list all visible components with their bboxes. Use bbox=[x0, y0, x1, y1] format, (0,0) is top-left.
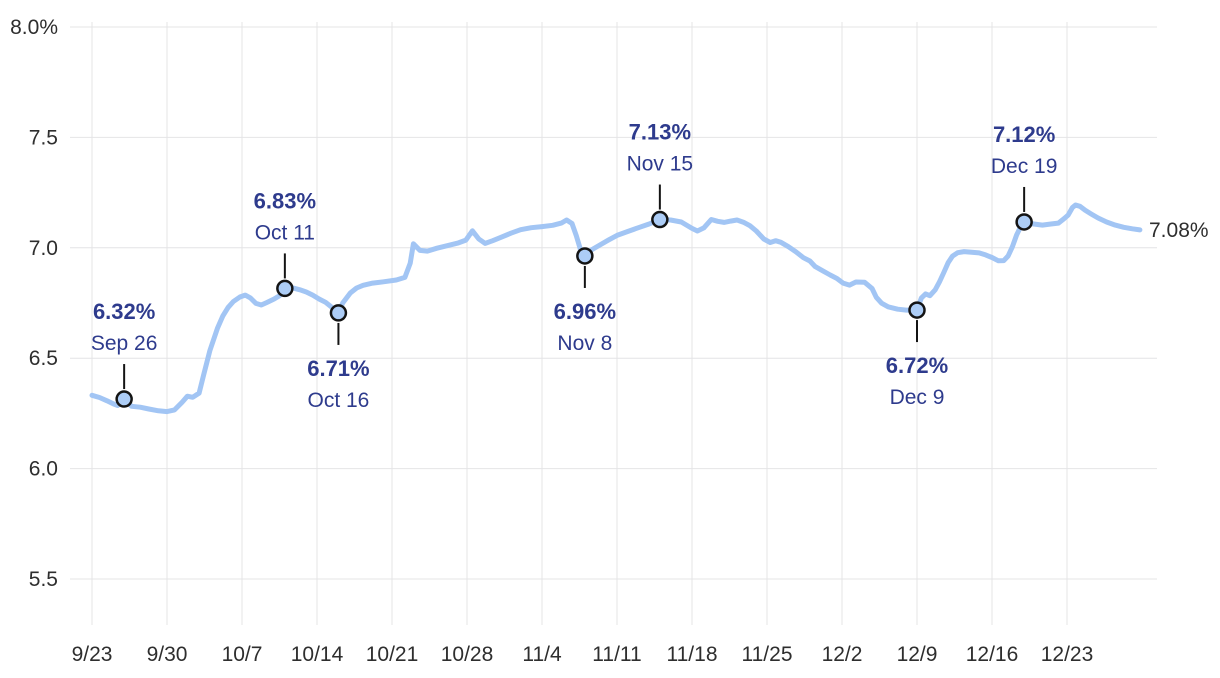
annotation-date: Nov 15 bbox=[627, 153, 694, 176]
annotation-value: 6.96% bbox=[554, 299, 616, 324]
data-point-marker[interactable] bbox=[908, 301, 926, 319]
annotation-date: Oct 16 bbox=[307, 389, 369, 412]
y-tick-label: 7.0 bbox=[29, 237, 58, 260]
annotation-date: Sep 26 bbox=[91, 332, 158, 355]
annotation-oct-16: 6.71% Oct 16 bbox=[307, 304, 370, 412]
x-tick-label: 11/18 bbox=[667, 643, 718, 666]
annotation-value: 6.72% bbox=[886, 353, 948, 378]
annotation-date: Dec 19 bbox=[991, 155, 1058, 178]
x-tick-label: 10/14 bbox=[291, 643, 344, 666]
y-tick-label: 5.5 bbox=[29, 568, 58, 591]
x-tick-label: 9/23 bbox=[72, 643, 113, 666]
annotation-value: 6.71% bbox=[307, 356, 369, 381]
data-point-marker[interactable] bbox=[276, 279, 294, 298]
rate-line bbox=[89, 202, 1143, 415]
y-tick-label: 6.0 bbox=[29, 458, 58, 481]
y-tick-label: 8.0% bbox=[10, 16, 58, 39]
x-tick-label: 12/9 bbox=[897, 643, 938, 666]
rate-line-series bbox=[89, 202, 1143, 415]
annotation-value: 6.32% bbox=[93, 299, 155, 324]
x-tick-label: 10/28 bbox=[441, 643, 494, 666]
annotation-date: Nov 8 bbox=[557, 332, 612, 355]
x-tick-label: 10/21 bbox=[366, 643, 419, 666]
x-tick-label: 11/11 bbox=[592, 643, 641, 666]
annotation-dec-19: 7.12% Dec 19 bbox=[991, 122, 1058, 231]
y-tick-label: 6.5 bbox=[29, 347, 58, 370]
annotation-nov-8: 6.96% Nov 8 bbox=[554, 247, 616, 355]
data-point-marker[interactable] bbox=[115, 390, 133, 408]
annotation-value: 7.12% bbox=[993, 122, 1055, 147]
x-tick-label: 11/25 bbox=[742, 643, 793, 666]
annotation-date: Oct 11 bbox=[255, 221, 315, 244]
x-tick-label: 12/16 bbox=[966, 643, 1019, 666]
annotation-oct-11: 6.83% Oct 11 bbox=[254, 188, 316, 298]
data-point-marker[interactable] bbox=[1015, 213, 1033, 231]
annotation-value: 6.83% bbox=[254, 188, 316, 213]
annotation-nov-15: 7.13% Nov 15 bbox=[627, 120, 694, 229]
gridlines bbox=[70, 22, 1157, 625]
data-point-marker[interactable] bbox=[576, 247, 594, 265]
y-tick-label: 7.5 bbox=[29, 126, 58, 149]
x-tick-label: 10/7 bbox=[222, 643, 263, 666]
x-tick-label: 11/4 bbox=[522, 643, 562, 666]
annotation-date: Dec 9 bbox=[890, 386, 945, 409]
x-tick-label: 12/2 bbox=[822, 643, 863, 666]
annotation-value: 7.13% bbox=[629, 120, 691, 145]
annotation-dec-9: 6.72% Dec 9 bbox=[886, 301, 948, 409]
axis-labels: 9/23 9/30 10/7 10/14 10/21 10/28 11/4 11/11 11/1… bbox=[10, 16, 1093, 666]
x-tick-label: 9/30 bbox=[147, 643, 188, 666]
annotations: 6.32% Sep 26 6.83% Oct 11 6.71% Oct 16 6.96% No… bbox=[91, 120, 1058, 412]
x-tick-label: 12/23 bbox=[1041, 643, 1094, 666]
data-point-marker[interactable] bbox=[329, 304, 348, 322]
data-point-marker[interactable] bbox=[651, 210, 669, 229]
annotation-sep-26: 6.32% Sep 26 bbox=[91, 299, 158, 408]
latest-rate-label: 7.08% bbox=[1149, 219, 1209, 242]
